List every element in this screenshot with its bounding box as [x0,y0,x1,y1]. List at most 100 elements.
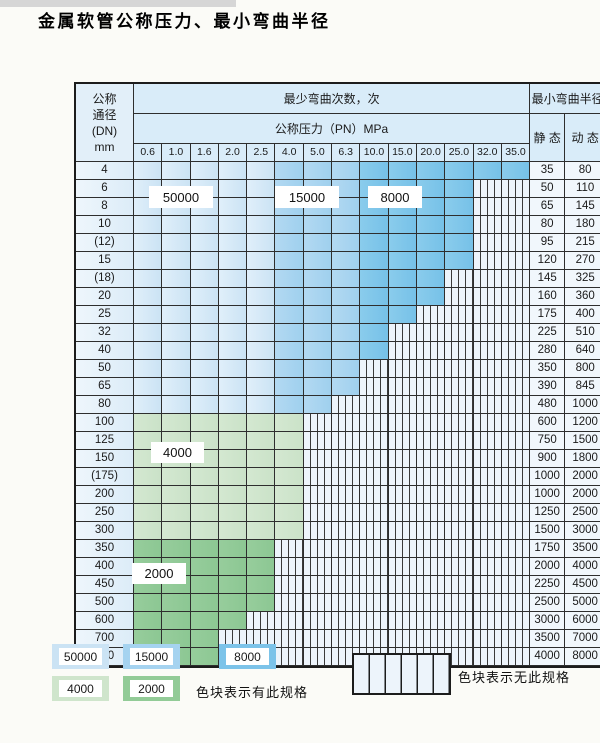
spec-cell [388,288,417,306]
spec-cell [190,162,219,180]
spec-cell [134,396,163,414]
spec-cell [332,180,361,198]
legend-swatch-2000: 2000 [123,676,180,701]
spec-cell [134,630,163,648]
static-radius-cell: 3500 [530,630,566,648]
spec-cell [247,576,276,594]
no-spec-cell [332,504,361,522]
no-spec-cell [388,576,417,594]
static-column-header: 静 态 [530,114,566,162]
no-spec-cell [473,486,502,504]
spec-cell [303,270,333,288]
no-spec-cell [247,630,276,648]
no-spec-cell [501,306,531,324]
spec-cell [247,594,276,612]
page-title: 金属软管公称压力、最小弯曲半径 [38,12,331,31]
no-spec-cell [416,486,446,504]
spec-cell [303,342,333,360]
no-spec-cell [501,630,531,648]
no-spec-cell [473,324,502,342]
spec-cell [162,360,191,378]
dynamic-radius-cell: 1500 [565,432,600,450]
no-spec-cell [332,432,361,450]
no-spec-cell [501,468,531,486]
dn-cell: 65 [76,378,134,396]
no-spec-cell [332,396,361,414]
spec-cell [275,162,304,180]
spec-cell [218,234,248,252]
spec-cell [134,594,163,612]
no-spec-cell [416,468,446,486]
spec-cell [218,360,248,378]
static-radius-cell: 1000 [530,468,566,486]
spec-cell [190,378,219,396]
no-spec-cell [360,468,389,486]
spec-cell [190,486,219,504]
spec-cell [218,450,248,468]
static-radius-cell: 1250 [530,504,566,522]
no-spec-cell [360,414,389,432]
spec-cell [162,504,191,522]
spec-cell [275,468,304,486]
static-radius-cell: 65 [530,198,566,216]
cycles-label-4000: 4000 [151,442,204,463]
dn-cell: 40 [76,342,134,360]
no-spec-cell [388,504,417,522]
static-radius-cell: 350 [530,360,566,378]
no-spec-cell [247,612,276,630]
cycles-label-2000: 2000 [132,563,186,584]
spec-cell [360,234,389,252]
no-spec-cell [416,558,446,576]
spec-cell [303,162,333,180]
no-spec-cell [360,612,389,630]
no-spec-cell [416,378,446,396]
spec-cell [275,360,304,378]
no-spec-cell [501,360,531,378]
no-spec-cell [445,288,474,306]
spec-cell [218,432,248,450]
dn-cell: 15 [76,252,134,270]
no-spec-cell [360,522,389,540]
spec-cell [134,522,163,540]
spec-cell [247,306,276,324]
no-spec-cell [388,540,417,558]
spec-cell [303,324,333,342]
no-spec-cell [332,414,361,432]
no-spec-cell [275,576,304,594]
no-spec-cell [360,648,389,666]
no-spec-cell [473,468,502,486]
no-spec-cell [445,486,474,504]
dn-cell: 20 [76,288,134,306]
no-spec-cell [360,558,389,576]
spec-cell [218,270,248,288]
no-spec-cell [445,432,474,450]
spec-cell [190,540,219,558]
spec-cell [247,198,276,216]
spec-cell [275,324,304,342]
dn-cell: (18) [76,270,134,288]
dynamic-radius-cell: 80 [565,162,600,180]
spec-cell [388,216,417,234]
spec-cell [247,396,276,414]
dynamic-radius-cell: 2500 [565,504,600,522]
spec-cell [134,486,163,504]
spec-cell [360,216,389,234]
no-spec-cell [360,594,389,612]
no-spec-cell [360,450,389,468]
static-radius-cell: 1750 [530,540,566,558]
spec-cell [332,306,361,324]
spec-cell [218,576,248,594]
dn-cell: 125 [76,432,134,450]
spec-cell [275,486,304,504]
no-spec-cell [416,414,446,432]
static-radius-cell: 3000 [530,612,566,630]
no-spec-cell [388,486,417,504]
dynamic-radius-cell: 180 [565,216,600,234]
no-spec-cell [388,432,417,450]
spec-cell [134,540,163,558]
dynamic-radius-cell: 800 [565,360,600,378]
no-spec-cell [501,252,531,270]
pressure-column-header: 5.0 [303,144,333,162]
spec-cell [247,180,276,198]
static-radius-cell: 2250 [530,576,566,594]
